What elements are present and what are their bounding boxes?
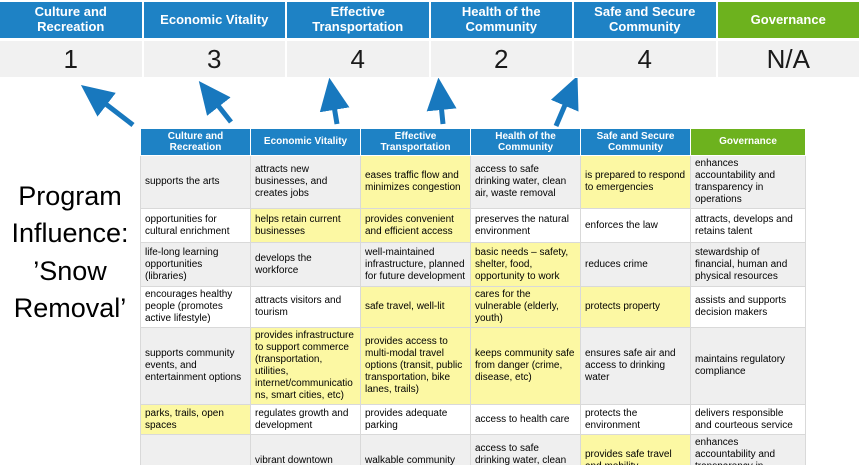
- matrix-cell: protects the environment: [580, 404, 691, 435]
- program-influence-label: Program Influence: ’Snow Removal’: [11, 181, 129, 323]
- score-health-of-the-community: 2: [430, 41, 572, 77]
- pillar-label: Safe and Secure Community: [594, 4, 696, 34]
- matrix-row: supports the arts attracts new businesses…: [140, 155, 806, 209]
- matrix-cell: regulates growth and development: [250, 404, 361, 435]
- matrix-row: vibrant downtown walkable community access…: [140, 434, 806, 465]
- pillar-governance: Governance: [717, 2, 859, 38]
- matrix-cell: life-long learning opportunities (librar…: [140, 242, 251, 287]
- matrix-row: opportunities for cultural enrichment hel…: [140, 208, 806, 243]
- matrix-cell: reduces crime: [580, 242, 691, 287]
- matrix-cell: supports community events, and entertain…: [140, 327, 251, 405]
- pillar-score-row: 1 3 4 2 4 N/A: [0, 41, 859, 77]
- matrix-row: supports community events, and entertain…: [140, 327, 806, 405]
- arrow-transport-icon: [319, 78, 350, 125]
- matrix-header-health-of-the-community: Health of the Community: [470, 128, 581, 156]
- matrix-cell: provides infrastructure to support comme…: [250, 327, 361, 405]
- pillar-health-of-the-community: Health of the Community: [430, 2, 572, 38]
- arrow-health-icon: [426, 78, 457, 125]
- pillar-label: Economic Vitality: [160, 11, 269, 27]
- pillar-safe-and-secure-community: Safe and Secure Community: [574, 2, 716, 38]
- matrix-cell: enhances accountability and transparency…: [690, 434, 806, 465]
- matrix-cell: provides adequate parking: [360, 404, 471, 435]
- pillar-culture-and-recreation: Culture and Recreation: [0, 2, 142, 38]
- matrix-cell: provides access to multi-modal travel op…: [360, 327, 471, 405]
- score-culture-and-recreation: 1: [0, 41, 142, 77]
- matrix-cell: attracts new businesses, and creates job…: [250, 155, 361, 209]
- arrow-culture-icon: [80, 84, 135, 127]
- pillar-label: Governance: [750, 11, 826, 27]
- matrix-cell: maintains regulatory compliance: [690, 327, 806, 405]
- pillar-label: Health of the Community: [461, 4, 541, 34]
- pillar-economic-vitality: Economic Vitality: [143, 2, 285, 38]
- matrix-cell: supports the arts: [140, 155, 251, 209]
- matrix-cell: enforces the law: [580, 208, 691, 243]
- matrix-cell: eases traffic flow and minimizes congest…: [360, 155, 471, 209]
- matrix-cell: protects property: [580, 286, 691, 328]
- matrix-cell: opportunities for cultural enrichment: [140, 208, 251, 243]
- matrix-cell: well-maintained infrastructure, planned …: [360, 242, 471, 287]
- matrix-cell: access to health care: [470, 404, 581, 435]
- matrix-cell: cares for the vulnerable (elderly, youth…: [470, 286, 581, 328]
- score-governance: N/A: [717, 41, 859, 77]
- matrix-cell: preserves the natural environment: [470, 208, 581, 243]
- matrix-cell: stewardship of financial, human and phys…: [690, 242, 806, 287]
- matrix-cell: ensures safe air and access to drinking …: [580, 327, 691, 405]
- arrow-economic-icon: [198, 81, 233, 124]
- matrix-header-safe-and-secure-community: Safe and Secure Community: [580, 128, 691, 156]
- matrix-cell: encourages healthy people (promotes acti…: [140, 286, 251, 328]
- pillar-header-row: Culture and Recreation Economic Vitality E…: [0, 2, 859, 38]
- matrix-cell: provides safe travel and mobility: [580, 434, 691, 465]
- matrix-cell: keeps community safe from danger (crime,…: [470, 327, 581, 405]
- influence-arrows: [80, 78, 579, 127]
- matrix-header-effective-transportation: Effective Transportation: [360, 128, 471, 156]
- matrix-header-governance: Governance: [690, 128, 806, 156]
- matrix-cell: enhances accountability and transparency…: [690, 155, 806, 209]
- score-effective-transportation: 4: [287, 41, 429, 77]
- matrix-cell: assists and supports decision makers: [690, 286, 806, 328]
- matrix-header-economic-vitality: Economic Vitality: [250, 128, 361, 156]
- matrix-cell: provides convenient and efficient access: [360, 208, 471, 243]
- matrix-cell: vibrant downtown: [250, 434, 361, 465]
- influence-matrix: Culture and Recreation Economic Vitality E…: [140, 128, 806, 465]
- matrix-header: Culture and Recreation Economic Vitality E…: [140, 128, 806, 156]
- pillar-label: Culture and Recreation: [34, 4, 107, 34]
- pillar-effective-transportation: Effective Transportation: [287, 2, 429, 38]
- matrix-cell: safe travel, well-lit: [360, 286, 471, 328]
- matrix-row: parks, trails, open spaces regulates grow…: [140, 404, 806, 435]
- matrix-cell: attracts, develops and retains talent: [690, 208, 806, 243]
- matrix-cell: parks, trails, open spaces: [140, 404, 251, 435]
- pillar-label: Effective Transportation: [312, 4, 404, 34]
- matrix-cell: is prepared to respond to emergencies: [580, 155, 691, 209]
- matrix-cell: delivers responsible and courteous servi…: [690, 404, 806, 435]
- matrix-cell: basic needs – safety, shelter, food, opp…: [470, 242, 581, 287]
- matrix-cell: access to safe drinking water, clean air…: [470, 155, 581, 209]
- matrix-row: encourages healthy people (promotes acti…: [140, 286, 806, 328]
- matrix-cell: access to safe drinking water, clean air…: [470, 434, 581, 465]
- score-safe-and-secure-community: 4: [574, 41, 716, 77]
- matrix-header-culture-and-recreation: Culture and Recreation: [140, 128, 251, 156]
- matrix-cell: develops the workforce: [250, 242, 361, 287]
- matrix-cell: walkable community: [360, 434, 471, 465]
- matrix-cell: attracts visitors and tourism: [250, 286, 361, 328]
- matrix-cell: helps retain current businesses: [250, 208, 361, 243]
- arrow-safe-icon: [550, 78, 579, 127]
- matrix-cell: [140, 434, 251, 465]
- matrix-row: life-long learning opportunities (librar…: [140, 242, 806, 287]
- score-economic-vitality: 3: [143, 41, 285, 77]
